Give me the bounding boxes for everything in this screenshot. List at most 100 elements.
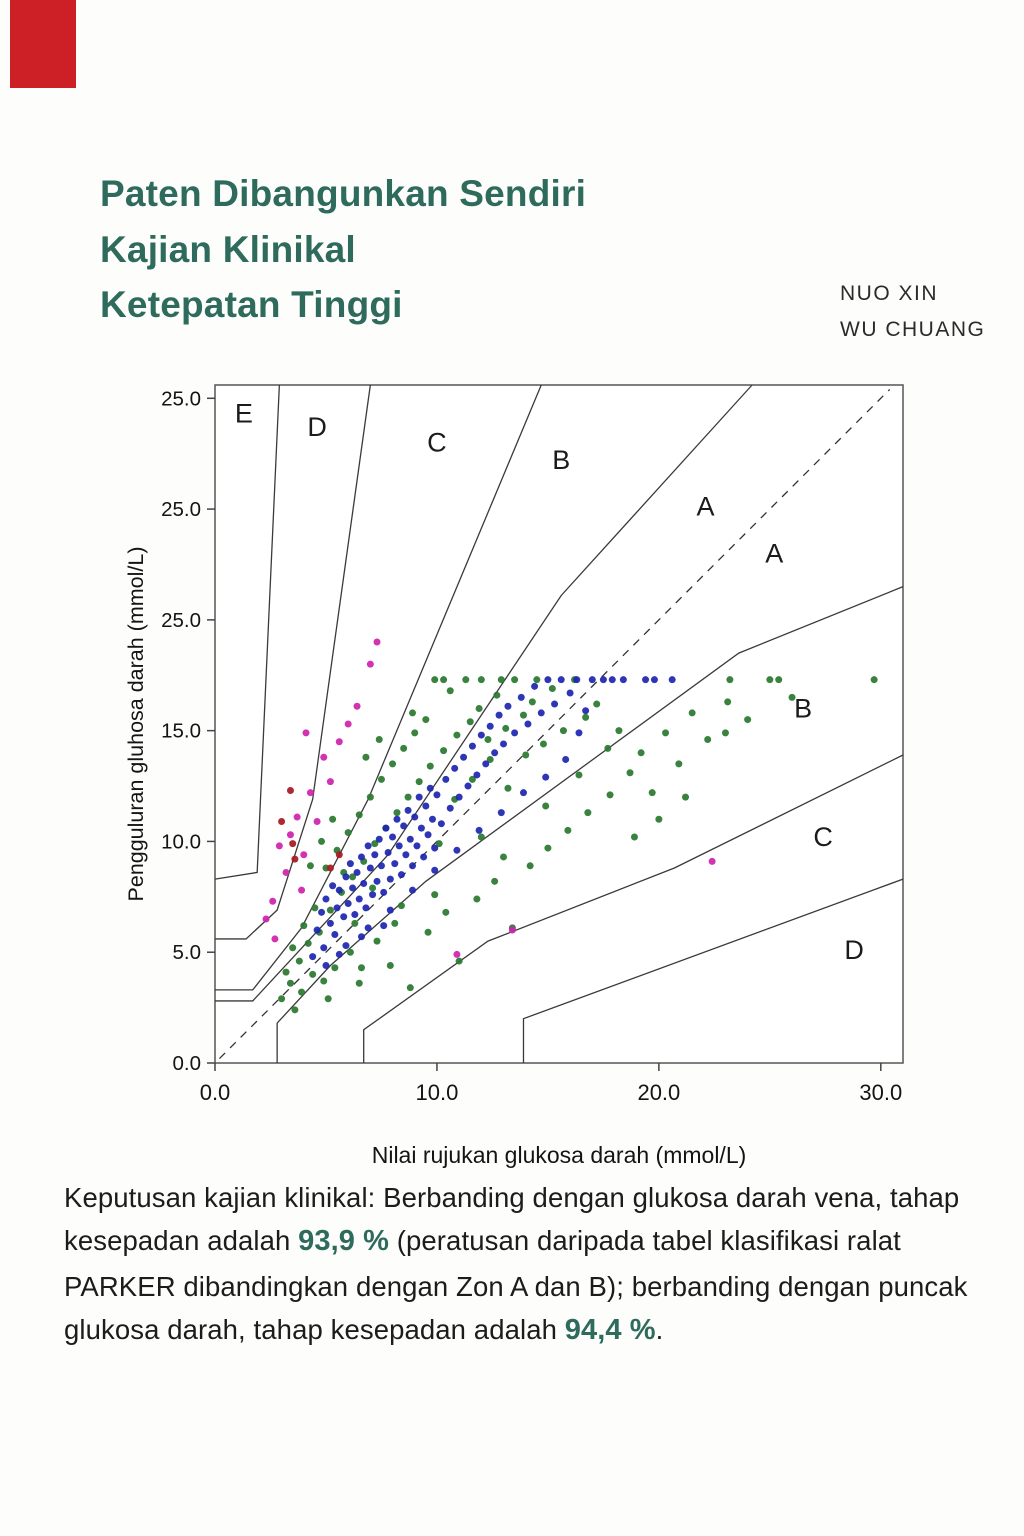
scatter-point-green [306, 862, 314, 870]
scatter-point-dark-red [335, 851, 343, 859]
scatter-point-blue [351, 911, 359, 919]
scatter-point-blue [342, 873, 350, 881]
scatter-point-green [486, 755, 494, 763]
scatter-point-blue [619, 676, 627, 684]
scatter-point-green [409, 709, 417, 717]
scatter-point-blue [409, 862, 417, 870]
scatter-point-blue [369, 891, 377, 899]
scatter-point-blue [333, 904, 341, 912]
scatter-point-blue [366, 864, 374, 872]
scatter-point-green [346, 948, 354, 956]
scatter-point-blue [442, 775, 450, 783]
scatter-point-green [386, 962, 394, 970]
scatter-point-green [497, 676, 505, 684]
scatter-point-green [320, 977, 328, 985]
scatter-point-blue [357, 853, 365, 861]
scatter-point-blue [524, 720, 532, 728]
scatter-point-blue [460, 753, 468, 761]
scatter-point-green [309, 970, 317, 978]
scatter-point-blue [402, 851, 410, 859]
scatter-point-green [349, 873, 357, 881]
scatter-point-green [371, 840, 379, 848]
scatter-point-green [526, 862, 534, 870]
scatter-point-blue [415, 793, 423, 801]
scatter-point-blue [451, 764, 459, 772]
scatter-point-green [393, 809, 401, 817]
scatter-point-green [351, 919, 359, 927]
zone-line-lower-C [363, 754, 904, 1063]
scatter-point-blue [322, 962, 330, 970]
scatter-point-blue [353, 868, 361, 876]
scatter-point-green [593, 700, 601, 708]
scatter-point-green [446, 687, 454, 695]
scatter-point-green [704, 736, 712, 744]
scatter-point-blue [433, 791, 441, 799]
scatter-point-magenta [366, 660, 374, 668]
scatter-point-magenta [300, 851, 308, 859]
page-title: Paten Dibangunkan Sendiri Kajian Klinika… [100, 166, 586, 333]
scatter-point-blue [551, 700, 559, 708]
scatter-point-blue [424, 831, 432, 839]
scatter-point-green [539, 740, 547, 748]
zone-line-upper-E [214, 384, 281, 880]
scatter-point-blue [531, 682, 539, 690]
scatter-point-green [431, 676, 439, 684]
scatter-point-blue [491, 749, 499, 757]
zone-label-E: E [235, 399, 253, 429]
scatter-point-blue [468, 742, 476, 750]
scatter-point-green [373, 937, 381, 945]
scatter-point-blue [355, 895, 363, 903]
scatter-point-blue [500, 740, 508, 748]
scatter-point-blue [464, 782, 472, 790]
scatter-point-magenta [306, 789, 314, 797]
zone-label-A: A [696, 492, 714, 522]
scatter-point-dark-red [286, 786, 294, 794]
scatter-point-green [318, 837, 326, 845]
scatter-point-magenta [326, 778, 334, 786]
scatter-point-green [721, 729, 729, 737]
scatter-point-green [522, 751, 530, 759]
scatter-point-blue [360, 880, 368, 888]
scatter-point-blue [357, 933, 365, 941]
scatter-point-green [411, 729, 419, 737]
scatter-point-blue [544, 676, 552, 684]
scatter-point-blue [329, 882, 337, 890]
scatter-point-green [304, 939, 312, 947]
paragraph-text: Keputusan kajian klinikal: Berbanding de… [64, 1182, 960, 1257]
scatter-point-green [575, 771, 583, 779]
paragraph-text: (peratusan daripada tabel klasifikasi ra… [64, 1225, 968, 1345]
scatter-point-dark-red [278, 817, 286, 825]
scatter-point-blue [455, 793, 463, 801]
scatter-point-magenta [286, 831, 294, 839]
scatter-point-green [453, 731, 461, 739]
scatter-point-blue [599, 676, 607, 684]
scatter-point-green [775, 676, 783, 684]
scatter-point-green [548, 685, 556, 693]
scatter-point-green [688, 709, 696, 717]
scatter-point-green [329, 815, 337, 823]
scatter-point-green [362, 753, 370, 761]
scatter-point-green [637, 749, 645, 757]
scatter-point-magenta [344, 720, 352, 728]
title-line-2: Kajian Klinikal [100, 228, 356, 270]
scatter-point-blue [344, 899, 352, 907]
scatter-point-green [355, 979, 363, 987]
scatter-point-green [870, 676, 878, 684]
scatter-point-blue [326, 919, 334, 927]
scatter-point-blue [477, 731, 485, 739]
scatter-point-blue [373, 877, 381, 885]
scatter-point-blue [557, 676, 565, 684]
scatter-point-blue [575, 729, 583, 737]
x-axis-label: Nilai rujukan glukosa darah (mmol/L) [372, 1142, 747, 1168]
scatter-point-blue [384, 849, 392, 857]
scatter-point-green [542, 802, 550, 810]
scatter-point-blue [386, 875, 394, 883]
scatter-point-blue [342, 942, 350, 950]
scatter-point-blue [517, 693, 525, 701]
scatter-point-magenta [453, 950, 461, 958]
scatter-point-magenta [282, 868, 290, 876]
clinical-result-paragraph: Keputusan kajian klinikal: Berbanding de… [64, 1176, 980, 1353]
error-grid-chart: 0.0 5.0 10.0 15.0 25.0 25.0 25.0 0.0 10.0 20.0 30.… [95, 371, 935, 1181]
zone-label-C: C [813, 822, 833, 852]
scatter-point-blue [322, 895, 330, 903]
